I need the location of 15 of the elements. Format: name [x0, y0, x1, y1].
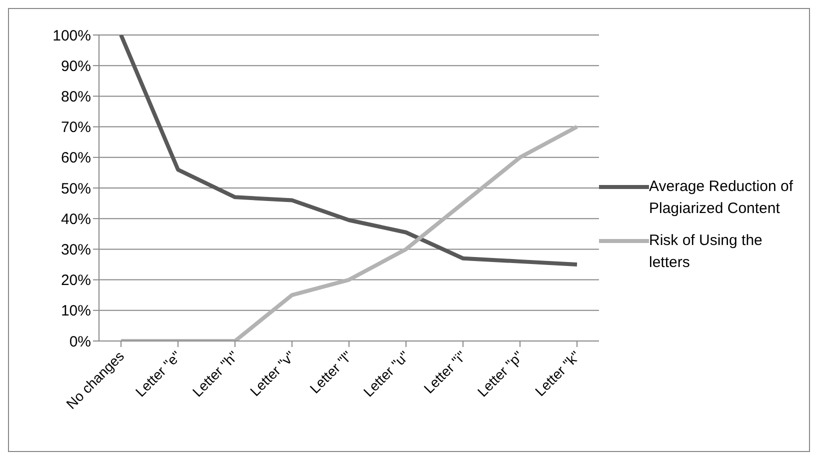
y-tick-label: 90% [60, 58, 91, 75]
y-tick-label: 50% [60, 180, 91, 198]
y-tick-label: 20% [60, 272, 91, 290]
y-tick-label: 10% [60, 302, 91, 320]
legend-label: Risk of Using the letters [649, 231, 764, 273]
y-tick-label: 60% [60, 150, 91, 167]
y-tick-label: 80% [60, 88, 91, 106]
y-tick-label: 70% [60, 119, 91, 136]
y-tick-label: 40% [60, 210, 91, 228]
y-tick-label: 30% [60, 242, 91, 259]
y-tick-label: 100% [52, 27, 91, 44]
y-tick-label: 0% [69, 333, 91, 350]
line-series [119, 35, 579, 266]
legend-label: Average Reduction of Plagiarized Content [649, 177, 794, 219]
line-series [119, 124, 579, 341]
